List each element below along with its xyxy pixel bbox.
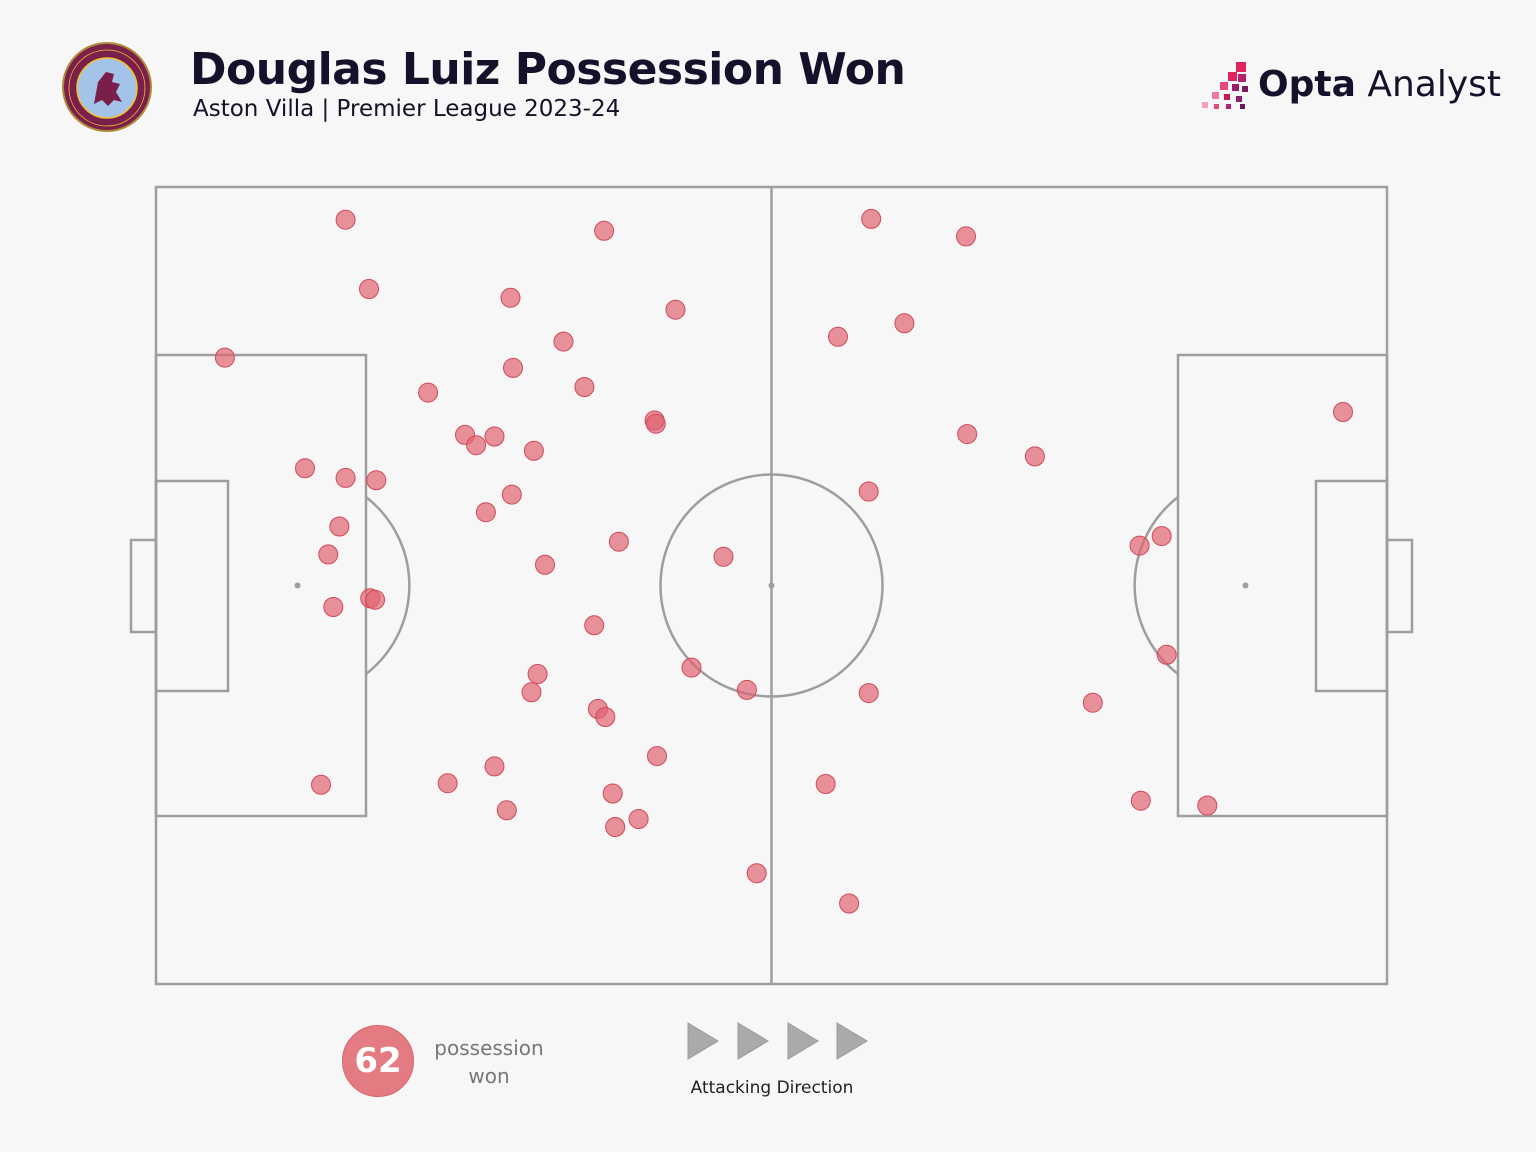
- right-penalty-spot: [1242, 582, 1249, 589]
- possession-won-point: [475, 502, 496, 523]
- arrow-icon: [737, 1022, 769, 1060]
- legend-label-line2: won: [468, 1064, 510, 1088]
- possession-won-point: [501, 484, 522, 505]
- brand-bold: Opta: [1258, 64, 1356, 105]
- possession-won-point: [311, 774, 331, 795]
- possession-won-point: [713, 546, 734, 567]
- arrow-icon: [687, 1022, 719, 1060]
- possession-won-point: [466, 435, 487, 456]
- left-penalty-arc: [365, 496, 411, 675]
- possession-won-point: [359, 279, 379, 299]
- left-penalty-box: [154, 353, 368, 818]
- possession-won-point: [584, 615, 605, 636]
- arrow-icon: [787, 1022, 819, 1060]
- possession-won-point: [366, 470, 387, 491]
- possession-won-point: [1082, 692, 1103, 713]
- possession-won-point: [527, 664, 548, 684]
- possession-won-point: [858, 481, 879, 502]
- attacking-direction-arrows: [687, 1022, 868, 1060]
- possession-won-point: [318, 544, 339, 565]
- possession-won-point: [521, 682, 542, 703]
- possession-won-point: [665, 299, 686, 320]
- page-subtitle: Aston Villa | Premier League 2023-24: [193, 96, 621, 122]
- possession-won-point: [1151, 526, 1172, 547]
- possession-won-point: [595, 707, 616, 727]
- possession-won-point: [1197, 795, 1218, 816]
- possession-won-points: [214, 208, 1353, 914]
- possession-won-point: [828, 326, 848, 347]
- page-title: Douglas Luiz Possession Won: [190, 44, 906, 95]
- brand-light: Analyst: [1355, 64, 1501, 105]
- possession-won-point: [523, 440, 544, 461]
- possession-count-label: possession won: [424, 1034, 554, 1090]
- possession-won-point: [365, 589, 386, 610]
- possession-won-point: [535, 554, 555, 575]
- possession-won-point: [681, 657, 702, 678]
- left-goal: [129, 538, 158, 634]
- possession-won-point: [645, 413, 666, 434]
- possession-won-point: [602, 783, 623, 804]
- possession-won-point: [437, 773, 458, 794]
- possession-won-point: [484, 426, 505, 447]
- possession-won-point: [608, 531, 629, 552]
- left-penalty-spot: [294, 582, 301, 589]
- possession-won-point: [736, 679, 757, 700]
- possession-won-point: [815, 774, 836, 794]
- possession-count-badge: 62: [342, 1025, 414, 1097]
- possession-won-point: [746, 863, 767, 884]
- possession-won-point: [335, 467, 356, 488]
- possession-won-point: [605, 817, 626, 837]
- possession-won-point: [1130, 790, 1151, 811]
- possession-won-point: [647, 746, 667, 767]
- right-goal: [1385, 538, 1414, 634]
- possession-won-point: [894, 313, 915, 334]
- possession-won-point: [858, 683, 879, 704]
- opta-analyst-logo: Opta Analyst: [1196, 60, 1501, 114]
- possession-won-point: [594, 220, 615, 241]
- possession-won-point: [1333, 402, 1353, 422]
- possession-won-point: [323, 597, 344, 617]
- possession-won-point: [484, 756, 505, 777]
- possession-won-point: [956, 226, 976, 247]
- possession-won-point: [214, 347, 235, 368]
- possession-won-point: [418, 382, 439, 403]
- possession-won-point: [1129, 535, 1150, 556]
- right-penalty-box: [1176, 353, 1389, 818]
- center-spot: [768, 582, 775, 589]
- possession-won-point: [839, 893, 860, 914]
- possession-won-point: [335, 209, 356, 230]
- left-six-yard-box: [154, 479, 230, 693]
- possession-won-point: [295, 458, 315, 479]
- possession-won-point: [628, 809, 649, 829]
- possession-won-point: [496, 800, 517, 821]
- arrow-icon: [836, 1022, 868, 1060]
- opta-pixel-icon: [1202, 62, 1248, 109]
- possession-won-point: [329, 516, 350, 537]
- center-circle: [659, 473, 884, 698]
- possession-won-point: [503, 357, 523, 378]
- attacking-direction-label: Attacking Direction: [690, 1078, 854, 1098]
- possession-won-point: [1156, 644, 1177, 665]
- possession-won-point: [500, 287, 521, 308]
- aston-villa-crest: [62, 42, 152, 132]
- possession-won-point: [574, 377, 595, 397]
- possession-won-point: [957, 424, 978, 445]
- possession-won-point: [1024, 446, 1045, 467]
- possession-won-point: [861, 208, 882, 229]
- legend-label-line1: possession: [434, 1036, 544, 1060]
- possession-won-point: [553, 331, 574, 352]
- right-six-yard-box: [1314, 479, 1389, 693]
